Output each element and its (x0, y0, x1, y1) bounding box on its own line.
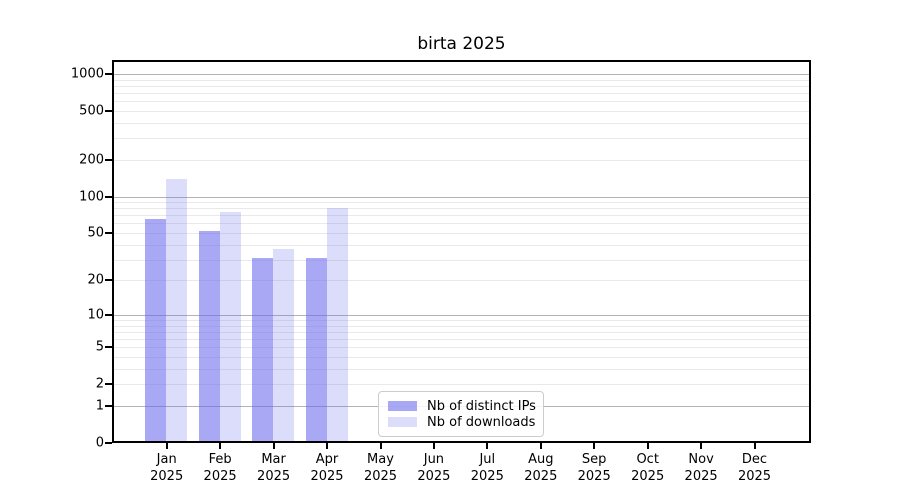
bar-jan-ips (145, 219, 167, 443)
minor-gridline (112, 202, 811, 204)
minor-gridline (112, 325, 811, 327)
legend-label: Nb of downloads (427, 414, 536, 430)
y-axis-labels: 0 1 2 5 10 20 50 100 200 500 1000 (0, 0, 104, 500)
major-gridline (112, 196, 811, 198)
minor-gridline (112, 259, 811, 261)
minor-gridline (112, 93, 811, 94)
bar-feb-ips (198, 230, 220, 443)
x-tick-label-may: May 2025 (363, 452, 398, 484)
x-tick-label-sep: Sep 2025 (577, 452, 611, 484)
x-tick-label-jun: Jun 2025 (417, 452, 451, 484)
minor-gridline (112, 384, 811, 386)
minor-gridline (112, 79, 811, 81)
bar-mar-downloads (273, 248, 295, 443)
legend-swatch-icon (388, 417, 417, 427)
minor-gridline (112, 159, 811, 161)
x-tick-label-jan: Jan 2025 (150, 452, 184, 484)
x-tick-mark (486, 443, 489, 449)
minor-gridline (112, 122, 811, 124)
legend-row: Nb of downloads (388, 414, 536, 430)
y-tick-mark (105, 279, 112, 282)
minor-gridline (112, 244, 811, 246)
y-tick-mark (105, 232, 112, 234)
minor-gridline (112, 369, 811, 370)
y-tick-mark (105, 158, 112, 161)
bar-feb-downloads (219, 211, 241, 443)
y-tick-label: 1000 (70, 66, 104, 82)
chart-title: birta 2025 (417, 34, 506, 54)
x-tick-mark (165, 443, 168, 449)
major-gridline (112, 74, 811, 75)
minor-gridline (112, 339, 811, 341)
x-tick-label-dec: Dec 2025 (737, 452, 772, 484)
minor-gridline (112, 111, 811, 112)
minor-gridline (112, 101, 811, 103)
y-tick-mark (105, 442, 112, 444)
x-tick-mark (593, 443, 596, 449)
minor-gridline (112, 280, 811, 282)
y-tick-label: 500 (79, 103, 104, 119)
y-tick-mark (105, 195, 112, 198)
legend-swatch-icon (388, 401, 417, 411)
x-tick-label-aug: Aug 2025 (524, 452, 558, 484)
x-tick-label-mar: Mar 2025 (257, 452, 291, 484)
x-tick-mark (646, 443, 649, 449)
x-tick-mark (326, 443, 328, 449)
y-tick-mark (105, 73, 112, 75)
minor-gridline (112, 208, 811, 210)
x-tick-label-jul: Jul 2025 (470, 452, 504, 484)
legend-row: Nb of distinct IPs (388, 398, 536, 414)
plot-area: Nb of distinct IPs Nb of downloads (105, 60, 811, 449)
y-tick-label: 2 (95, 376, 104, 392)
minor-gridline (112, 215, 811, 217)
y-tick-label: 10 (87, 307, 104, 323)
x-tick-mark (753, 443, 756, 449)
y-tick-label: 0 (95, 435, 104, 451)
x-tick-mark (379, 443, 382, 449)
x-tick-label-nov: Nov 2025 (684, 452, 718, 484)
minor-gridline (112, 331, 811, 333)
y-tick-label: 5 (95, 339, 104, 355)
x-tick-mark (539, 443, 542, 449)
y-tick-label: 200 (79, 152, 104, 168)
minor-gridline (112, 357, 811, 358)
bar-mar-ips (252, 257, 274, 443)
bar-apr-downloads (326, 207, 348, 443)
x-tick-mark (432, 443, 435, 449)
legend-label: Nb of distinct IPs (427, 398, 536, 414)
x-tick-mark (700, 443, 703, 449)
y-tick-label: 1 (95, 398, 104, 414)
y-tick-mark (105, 346, 112, 349)
minor-gridline (112, 223, 811, 225)
legend: Nb of distinct IPs Nb of downloads (378, 391, 544, 437)
y-tick-mark (105, 313, 112, 316)
x-tick-mark (219, 443, 222, 449)
y-tick-mark (105, 383, 112, 386)
x-tick-label-feb: Feb 2025 (203, 452, 237, 484)
minor-gridline (112, 320, 811, 321)
y-tick-label: 20 (87, 272, 104, 288)
x-tick-label-oct: Oct 2025 (631, 452, 665, 484)
bar-jan-downloads (166, 178, 188, 443)
y-tick-mark (105, 405, 112, 407)
minor-gridline (112, 347, 811, 349)
y-tick-label: 50 (87, 225, 104, 241)
x-tick-mark (272, 443, 275, 449)
minor-gridline (112, 233, 811, 234)
bar-apr-ips (305, 257, 327, 443)
y-tick-mark (105, 110, 112, 112)
x-tick-label-apr: Apr 2025 (310, 452, 344, 484)
minor-gridline (112, 138, 811, 140)
major-gridline (112, 314, 811, 316)
minor-gridline (112, 85, 811, 87)
y-tick-label: 100 (79, 189, 104, 204)
